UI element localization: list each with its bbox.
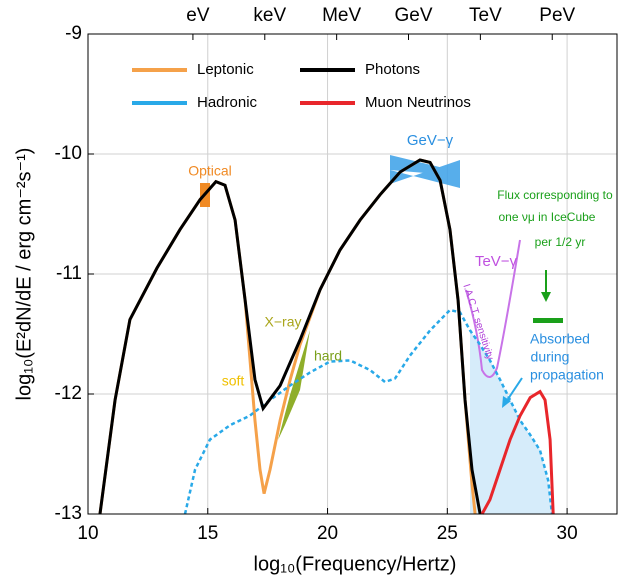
series-line: [98, 158, 482, 515]
top-tick-label: PeV: [539, 5, 575, 26]
annotation: TeV−γ: [475, 253, 518, 270]
y-tick-label: -13: [55, 503, 82, 524]
iact-sensitivity: [465, 239, 521, 378]
top-tick-label: MeV: [322, 5, 361, 26]
series-line: [480, 389, 555, 515]
series-line: [183, 308, 554, 515]
annotation: per 1/2 yr: [535, 235, 586, 249]
xray-band: [278, 330, 310, 440]
flux-bar: [533, 318, 563, 323]
flux-arrow-head: [541, 292, 551, 302]
y-axis-label: log₁₀(E²dN/dE / erg cm⁻²s⁻¹): [13, 148, 35, 401]
annotation: propagation: [530, 367, 604, 383]
x-tick-label: 20: [317, 523, 338, 544]
annotation: GeV−γ: [407, 132, 454, 149]
top-tick-label: TeV: [469, 5, 502, 26]
legend-label: Hadronic: [197, 94, 258, 111]
legend-label: Leptonic: [197, 61, 254, 78]
x-tick-label: 10: [77, 523, 98, 544]
x-tick-label: 25: [437, 523, 458, 544]
top-tick-label: keV: [253, 5, 286, 26]
y-tick-label: -11: [56, 263, 82, 284]
legend-label: Photons: [365, 61, 420, 78]
annotation: soft: [222, 373, 245, 389]
y-tick-label: -12: [55, 383, 82, 404]
top-tick-label: GeV: [394, 5, 432, 26]
absorbed-arrow-head: [502, 396, 511, 408]
lines: [98, 158, 555, 515]
annotation: Optical: [188, 163, 232, 179]
top-tick-label: eV: [186, 5, 210, 26]
annotation: X−ray: [265, 314, 302, 330]
x-tick-label: 30: [557, 523, 578, 544]
y-tick-label: -10: [55, 143, 82, 164]
annotation: Absorbed: [530, 331, 590, 347]
gev-bowtie: [390, 155, 460, 188]
annotation: one νμ in IceCube: [499, 210, 596, 224]
annotation: hard: [314, 348, 342, 364]
x-tick-label: 15: [197, 523, 218, 544]
annotation: during: [531, 349, 570, 365]
y-tick-label: -9: [65, 23, 82, 44]
annotation: Flux corresponding to: [497, 188, 613, 202]
x-axis-label: log₁₀(Frequency/Hertz): [254, 553, 457, 575]
legend-label: Muon Neutrinos: [365, 94, 471, 111]
